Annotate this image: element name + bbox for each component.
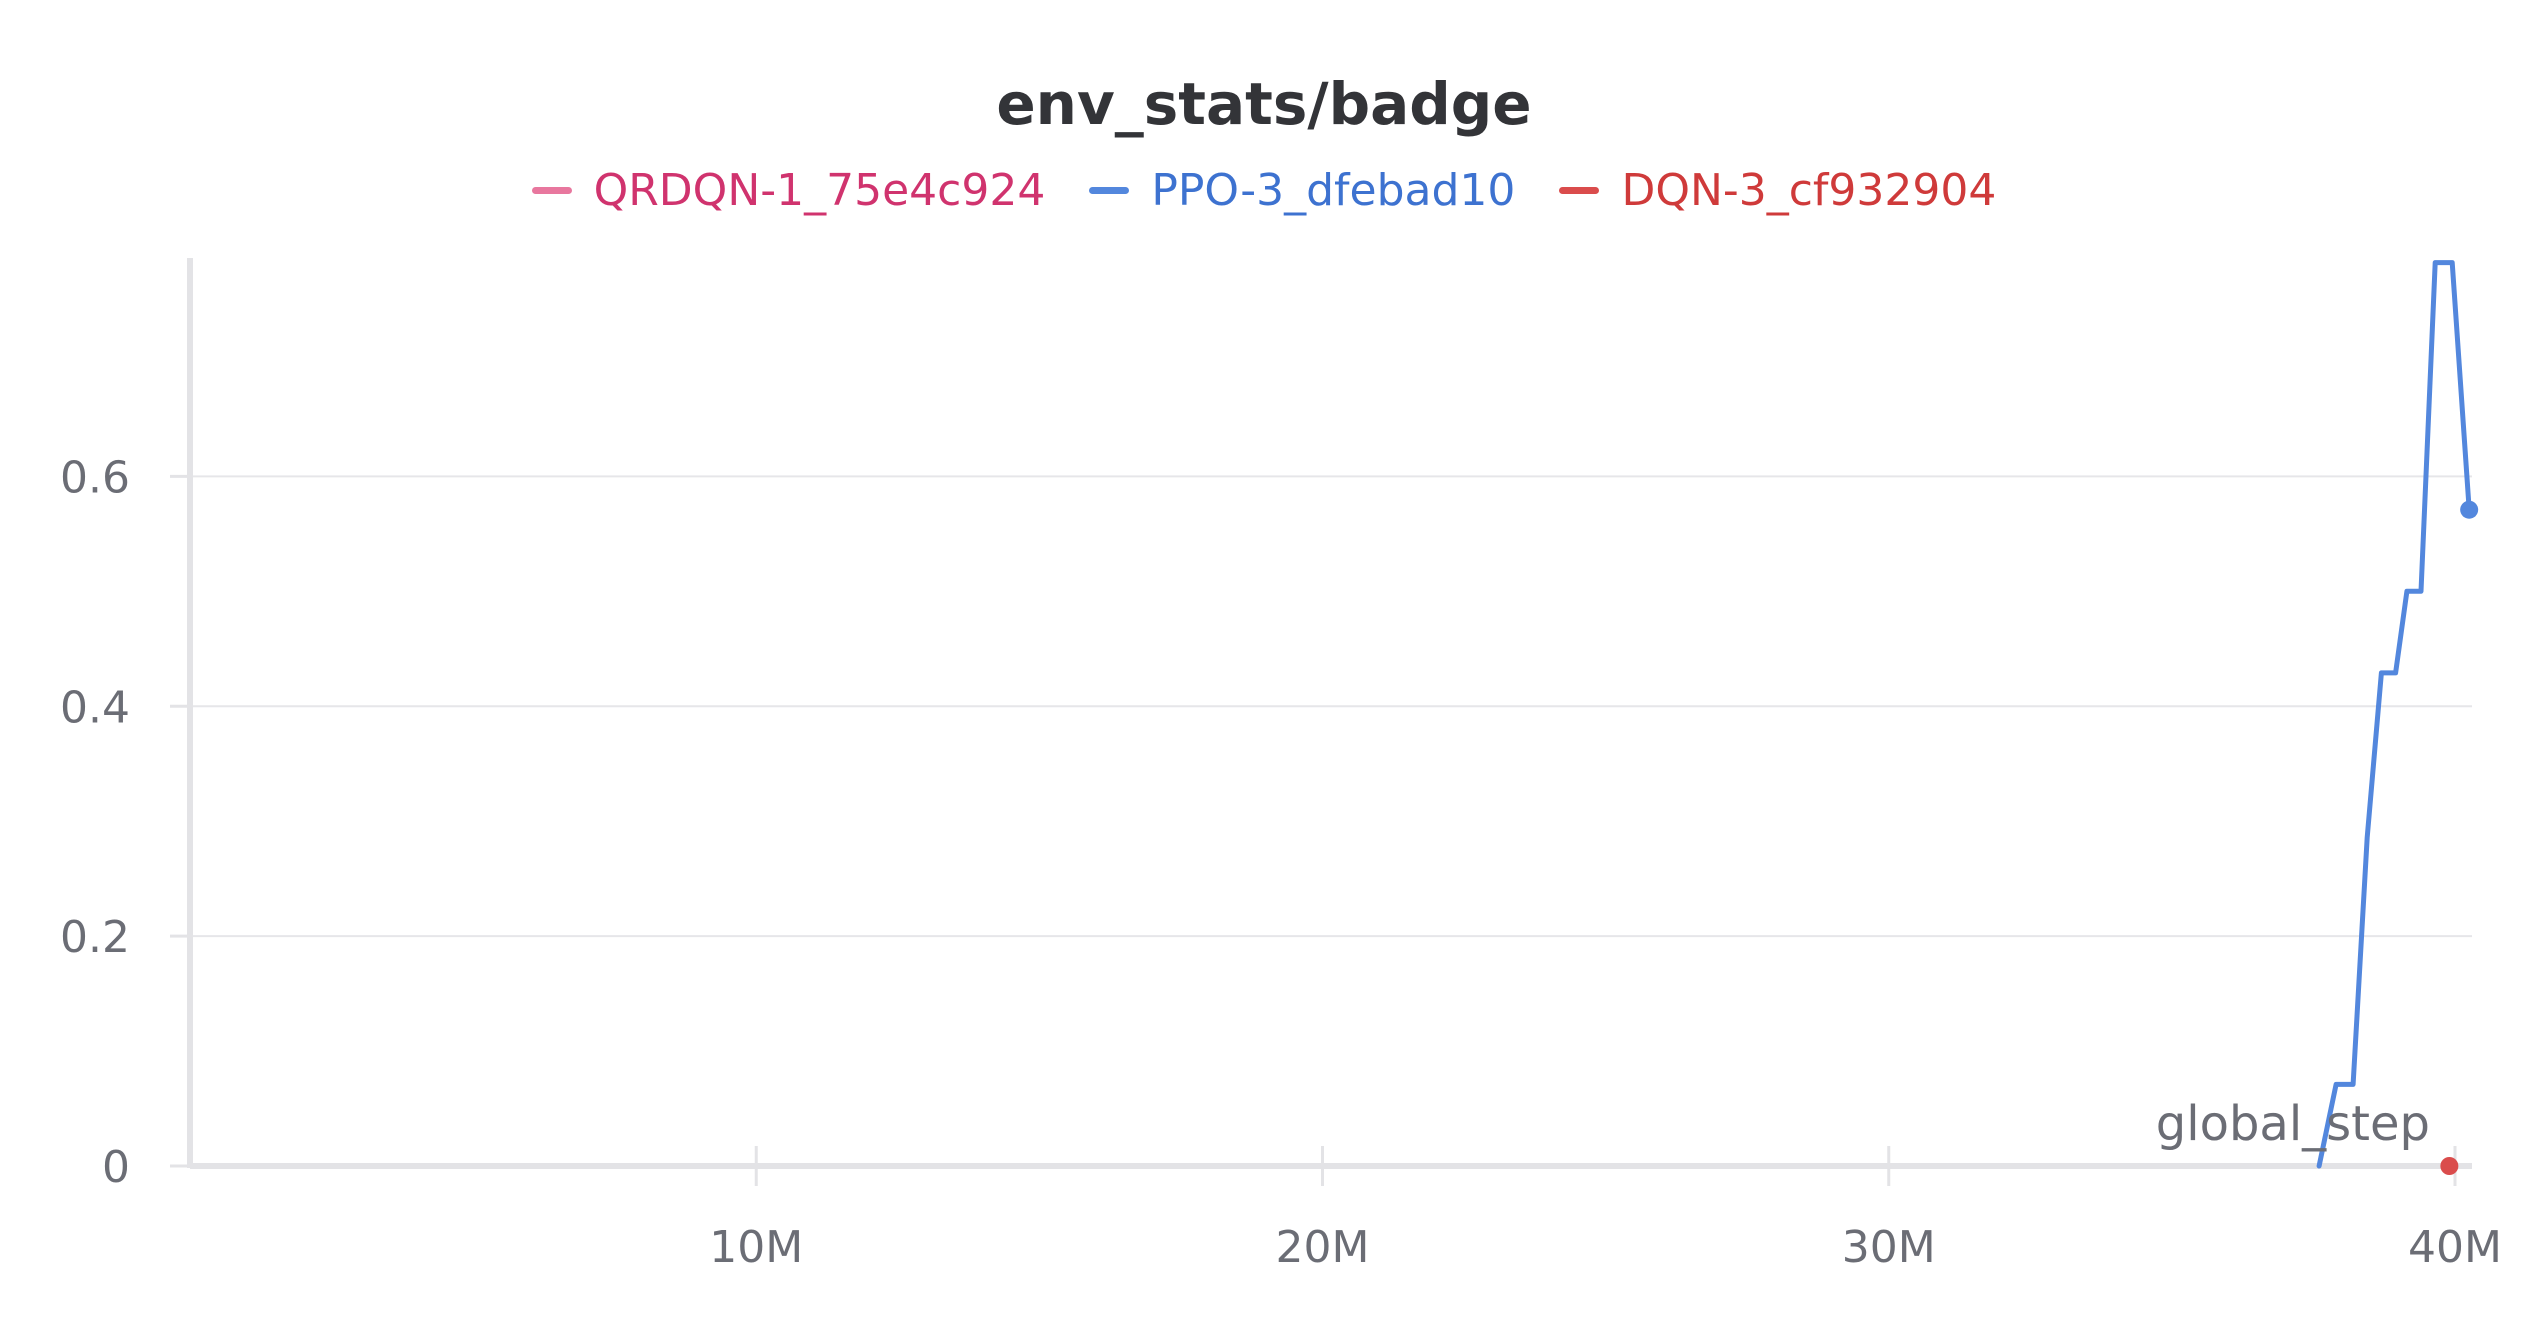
legend-swatch-qrdqn xyxy=(531,187,572,194)
y-tick-label: 0.2 xyxy=(60,912,130,963)
legend-item-ppo[interactable]: PPO-3_dfebad10 xyxy=(1089,165,1515,216)
legend-swatch-dqn xyxy=(1559,187,1600,194)
x-tick-labels: 10M 20M 30M 40M xyxy=(709,1222,2502,1273)
x-tick-label: 30M xyxy=(1842,1222,1936,1273)
series-end-point[interactable] xyxy=(2440,1157,2459,1175)
legend-label-ppo: PPO-3_dfebad10 xyxy=(1151,165,1516,216)
y-tick-label: 0.4 xyxy=(60,682,130,733)
series-1 xyxy=(2316,260,2479,1169)
legend-swatch-ppo xyxy=(1089,187,1130,194)
legend-label-dqn: DQN-3_cf932904 xyxy=(1621,165,1997,216)
y-tick-labels: 0 0.2 0.4 0.6 xyxy=(60,452,130,1193)
gridlines xyxy=(190,475,2472,938)
x-tick-label: 20M xyxy=(1276,1222,1370,1273)
legend-label-qrdqn: QRDQN-1_75e4c924 xyxy=(593,165,1046,216)
series-2 xyxy=(2440,1157,2459,1175)
x-tick-label: 40M xyxy=(2408,1222,2502,1273)
y-tick-label: 0.6 xyxy=(60,452,130,503)
series xyxy=(2316,260,2479,1175)
y-tick-label: 0 xyxy=(102,1142,130,1193)
legend: QRDQN-1_75e4c924 PPO-3_dfebad10 DQN-3_cf… xyxy=(0,165,2528,216)
x-tick-label: 10M xyxy=(709,1222,803,1273)
x-axis-label: global_step xyxy=(2156,1096,2430,1152)
legend-item-dqn[interactable]: DQN-3_cf932904 xyxy=(1559,165,1996,216)
series-end-point[interactable] xyxy=(2460,500,2479,519)
legend-item-qrdqn[interactable]: QRDQN-1_75e4c924 xyxy=(531,165,1046,216)
chart-title: env_stats/badge xyxy=(996,70,1532,138)
series-line xyxy=(2316,260,2472,1169)
axes xyxy=(170,258,2472,1186)
